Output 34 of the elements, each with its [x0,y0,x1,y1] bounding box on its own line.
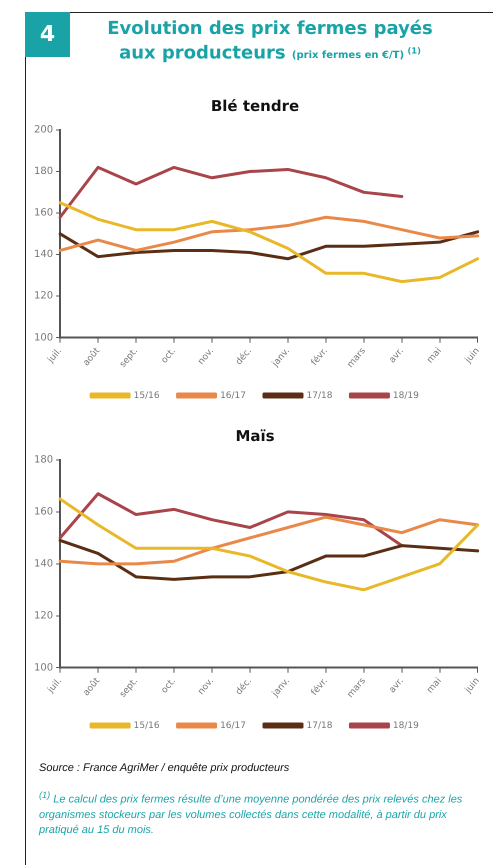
source-note: Source : France AgriMer / enquête prix producteurs [39,762,290,774]
legend-label: 16/17 [220,390,246,401]
x-tick-label: nov. [196,346,216,367]
y-tick-label: 100 [34,662,54,674]
y-tick-label: 100 [34,332,54,344]
x-tick-label: déc. [233,346,254,368]
text: 4 [25,12,70,57]
x-tick-label: déc. [233,676,254,698]
x-tick-label: oct. [160,676,178,696]
legend-label: 17/18 [306,390,333,401]
legend-label: 15/16 [134,390,160,401]
legend-label: 17/18 [306,720,333,731]
x-tick-label: nov. [196,676,216,697]
y-tick-label: 180 [34,166,54,178]
y-tick-label: 140 [34,249,54,260]
y-tick-label: 160 [34,506,54,518]
legend-label: 18/19 [392,720,420,731]
y-tick-label: 120 [34,290,54,302]
legend-label: 18/19 [392,390,420,401]
y-tick-label: 140 [34,558,54,570]
chart-title: Maïs [235,426,275,445]
text: Evolution des prix fermes payés [106,18,434,40]
y-tick-label: 200 [34,124,54,136]
y-tick-label: 160 [34,208,54,219]
chart-title: Blé tendre [210,96,300,115]
y-tick-label: 180 [34,454,54,466]
legend-label: 15/16 [134,720,160,731]
x-tick-label: avr. [388,676,406,696]
legend-label: 16/17 [220,720,246,731]
x-tick-label: oct. [160,346,178,366]
x-tick-label: avr. [388,346,406,366]
text: $^{(1)}$ Le calcul des prix fermes résulte d’une moyenne pondérée des prix relevés chez les organismes stockeurs par les volumes collectés dans cette modalité, à partir du prix pratiqué au 15 du mois. [39,789,464,838]
y-tick-label: 120 [34,610,54,622]
text: aux producteurs (prix fermes en €/T) $^{(1)}$ [118,41,422,66]
